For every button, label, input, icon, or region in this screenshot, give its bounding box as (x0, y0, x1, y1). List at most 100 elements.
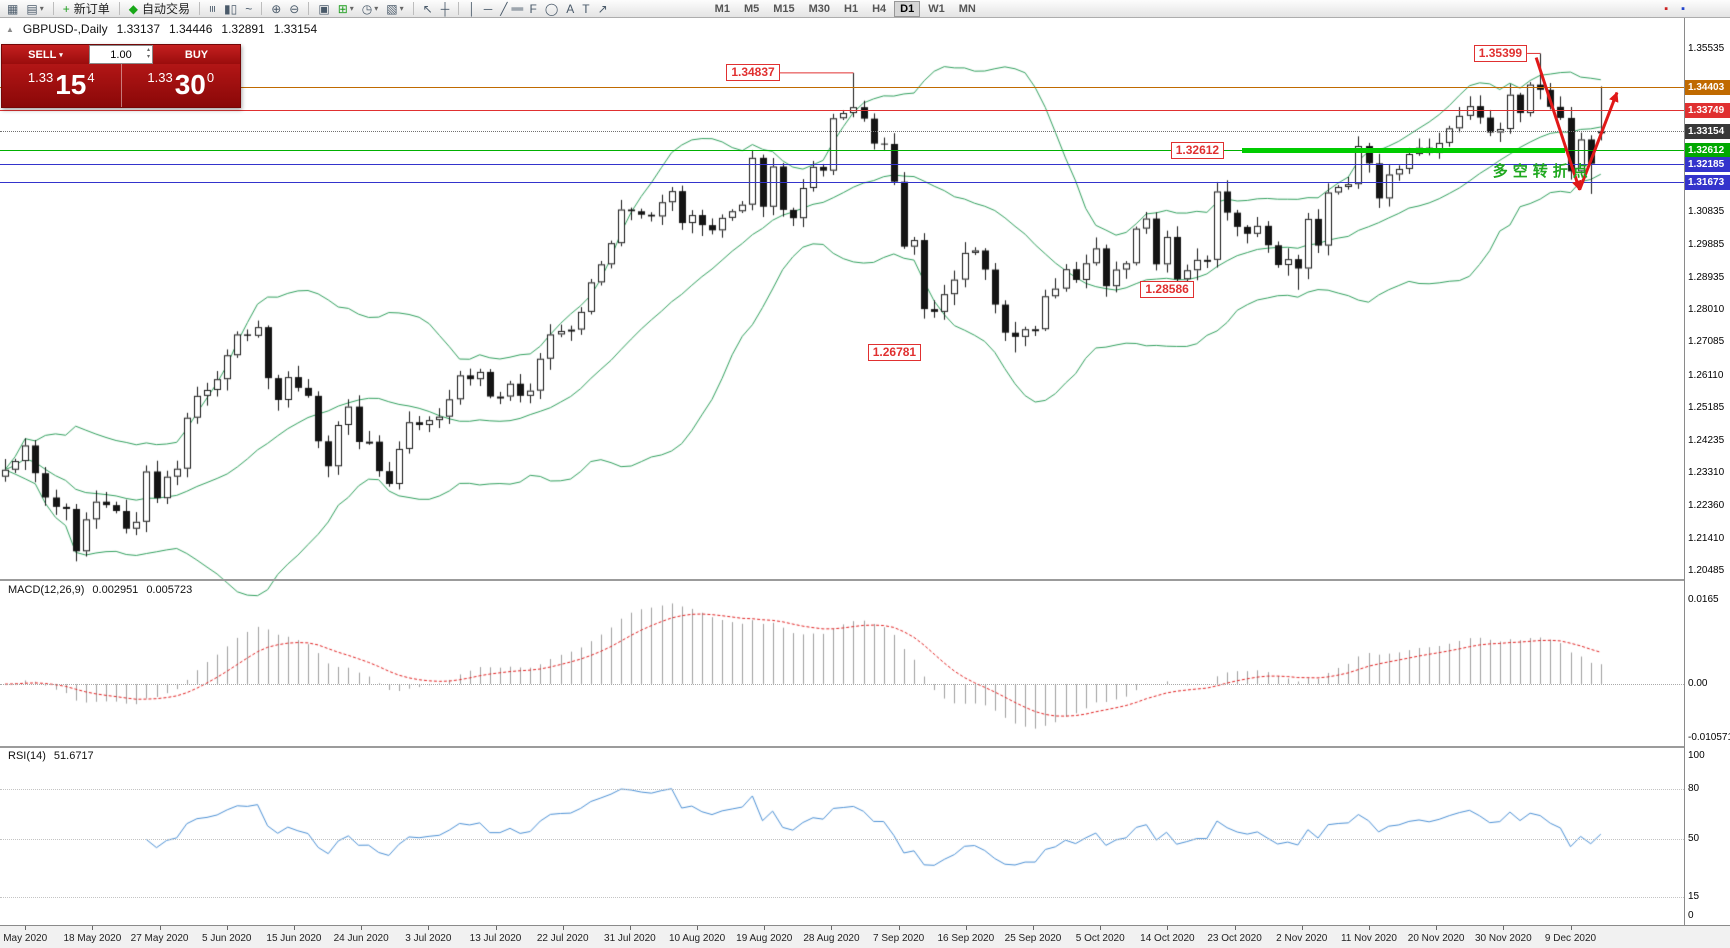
vertical-line-icon[interactable]: │ (465, 1, 479, 17)
timeframe-h1[interactable]: H1 (844, 2, 859, 15)
templates-icon[interactable]: ▧ ▾ (383, 1, 406, 17)
time-axis-label: 31 Jul 2020 (604, 933, 656, 944)
timeframe-h4[interactable]: H4 (872, 2, 887, 15)
price-axis-label-1.31673: 1.31673 (1685, 175, 1730, 191)
bar-low-value: 1.32891 (221, 22, 265, 36)
autotrading-glyph: ◆ (128, 1, 138, 16)
cursor-icon[interactable]: ↖ (420, 1, 436, 17)
toolbar-extra-icon-2-glyph: ▪ (1681, 2, 1685, 15)
templates-icon-glyph: ▧ (386, 1, 398, 16)
price-chart-canvas[interactable] (0, 0, 1684, 948)
chart-profiles-icon[interactable]: ▤ ▾ (23, 1, 46, 17)
toolbar-separator (458, 2, 460, 15)
chart-symbol-timeframe: GBPUSD-,Daily (22, 22, 108, 36)
label-icon[interactable]: T (579, 1, 592, 17)
price-tick: 1.22360 (1688, 499, 1725, 511)
price-line-1.32185[interactable] (0, 164, 1684, 166)
new-chart-icon[interactable]: ▦ (4, 1, 21, 17)
timeframe-w1[interactable]: W1 (928, 2, 945, 15)
timeframe-m30[interactable]: M30 (808, 2, 831, 15)
dropdown-caret-icon: ▾ (39, 4, 44, 13)
price-line-1.33749[interactable] (0, 110, 1684, 112)
trendline-icon[interactable]: ╱ (497, 1, 510, 17)
sell-button[interactable]: SELL ▾ (2, 45, 89, 64)
volume-spinner[interactable]: ▴ ▾ (147, 47, 150, 61)
buy-price[interactable]: 1.33 30 0 (122, 64, 241, 107)
chart-ohlc-title: ▲ GBPUSD-,Daily 1.33137 1.34446 1.32891 … (6, 22, 317, 36)
periods-icon[interactable]: ◷ ▾ (359, 1, 382, 17)
price-annotation-1.28586[interactable]: 1.28586 (1140, 281, 1194, 299)
time-axis-tick (629, 926, 631, 930)
price-annotation-1.34837[interactable]: 1.34837 (726, 64, 780, 82)
time-axis-tick (831, 926, 833, 930)
zoom-in-icon[interactable]: ⊕ (268, 1, 284, 17)
one-click-panel-toggle-icon[interactable]: ▲ (6, 24, 14, 34)
toolbar-extra-icon-2[interactable]: ▪ (1678, 1, 1688, 17)
zoom-out-icon-glyph: ⊖ (289, 1, 300, 16)
zoom-out-icon[interactable]: ⊖ (286, 1, 302, 17)
candlestick-chart-icon[interactable]: ▮▯ (221, 1, 240, 17)
toolbar-right-icons: ▪ ▪ (1660, 1, 1689, 17)
toolbar-separator (52, 2, 54, 15)
spinner-down-icon[interactable]: ▾ (146, 54, 150, 60)
toolbar-extra-icon-1[interactable]: ▪ (1661, 1, 1671, 17)
line-chart-icon[interactable]: ~ (242, 1, 255, 17)
time-axis-label: 30 Nov 2020 (1474, 933, 1532, 944)
zoom-in-icon-glyph: ⊕ (271, 1, 282, 16)
price-annotation-1.32612[interactable]: 1.32612 (1170, 141, 1225, 159)
volume-input[interactable]: 1.00 ▴ ▾ (89, 45, 153, 64)
price-scale[interactable]: 1.34403 1.33749 1.33154 1.32612 1.32185 1.316… (1685, 18, 1730, 925)
trade-panel-controls: SELL ▾ 1.00 ▴ ▾ BUY (2, 45, 240, 64)
support-resistance-thick-line[interactable] (1242, 147, 1566, 153)
price-line-1.31673[interactable] (0, 182, 1684, 184)
time-axis-tick (495, 926, 497, 930)
time-axis-label: 22 Jul 2020 (536, 933, 589, 944)
time-axis-label: 10 Aug 2020 (668, 933, 726, 944)
time-axis-tick (361, 926, 363, 930)
price-axis-label-1.34403: 1.34403 (1685, 80, 1730, 96)
price-line-1.32612[interactable] (0, 149, 1684, 151)
horizontal-line-icon[interactable]: ─ (481, 1, 496, 17)
panel-separator-rsi[interactable] (0, 746, 1730, 748)
trade-panel-divider (120, 64, 122, 107)
price-tick: 1.28935 (1688, 271, 1725, 283)
timeframe-m5[interactable]: M5 (743, 2, 760, 15)
sell-price[interactable]: 1.33 15 4 (2, 64, 121, 107)
spinner-up-icon[interactable]: ▴ (146, 47, 150, 53)
price-annotation-1.26781[interactable]: 1.26781 (867, 343, 922, 361)
time-axis-label: 23 Oct 2020 (1207, 933, 1262, 944)
time-axis-tick (1100, 926, 1102, 930)
timeframe-mn[interactable]: MN (958, 2, 976, 15)
time-axis-label: 5 Oct 2020 (1075, 933, 1125, 944)
time-axis[interactable]: May 2020 18 May 2020 27 May 2020 5 Jun 2020… (0, 925, 1730, 948)
buy-button[interactable]: BUY (153, 45, 240, 64)
indicators-icon[interactable]: ⊞ ▾ (335, 1, 357, 17)
price-line-1.33154[interactable] (0, 130, 1684, 132)
timeframe-m15[interactable]: M15 (773, 2, 795, 15)
timeframe-d1[interactable]: D1 (894, 0, 921, 17)
time-axis-label: 19 Aug 2020 (736, 933, 793, 944)
macd-scale-label: 0.00 (1688, 678, 1708, 690)
price-line-1.34403[interactable] (0, 87, 1684, 89)
time-axis-label: 25 Sep 2020 (1004, 933, 1062, 944)
time-axis-tick (764, 926, 766, 930)
sell-price-big: 15 (55, 69, 87, 100)
price-annotation-1.35399[interactable]: 1.35399 (1473, 44, 1528, 62)
autotrading-button[interactable]: ◆ 自动交易 (126, 1, 193, 17)
indicators-icon-glyph: ⊞ (337, 1, 348, 16)
new-order-button[interactable]: + 新订单 (60, 1, 113, 17)
bar-chart-icon[interactable]: ≡ (205, 1, 219, 17)
tile-windows-icon[interactable]: ▣ (315, 1, 332, 17)
shapes-icon[interactable]: ◯ (542, 1, 561, 17)
fibonacci-icon[interactable]: F (526, 1, 539, 17)
channel-icon[interactable]: ∥ (511, 1, 525, 17)
timeframe-m1[interactable]: M1 (714, 2, 730, 15)
macd-name: MACD(12,26,9) (8, 584, 85, 596)
crosshair-icon[interactable]: ┼ (438, 1, 453, 17)
arrows-icon[interactable]: ↗ (595, 1, 611, 17)
turning-point-note[interactable]: 多空转折点 (1492, 163, 1593, 181)
time-axis-tick (898, 926, 900, 930)
panel-separator-macd[interactable] (0, 579, 1730, 581)
text-icon[interactable]: A (563, 1, 577, 17)
price-tick: 1.21410 (1688, 532, 1725, 544)
